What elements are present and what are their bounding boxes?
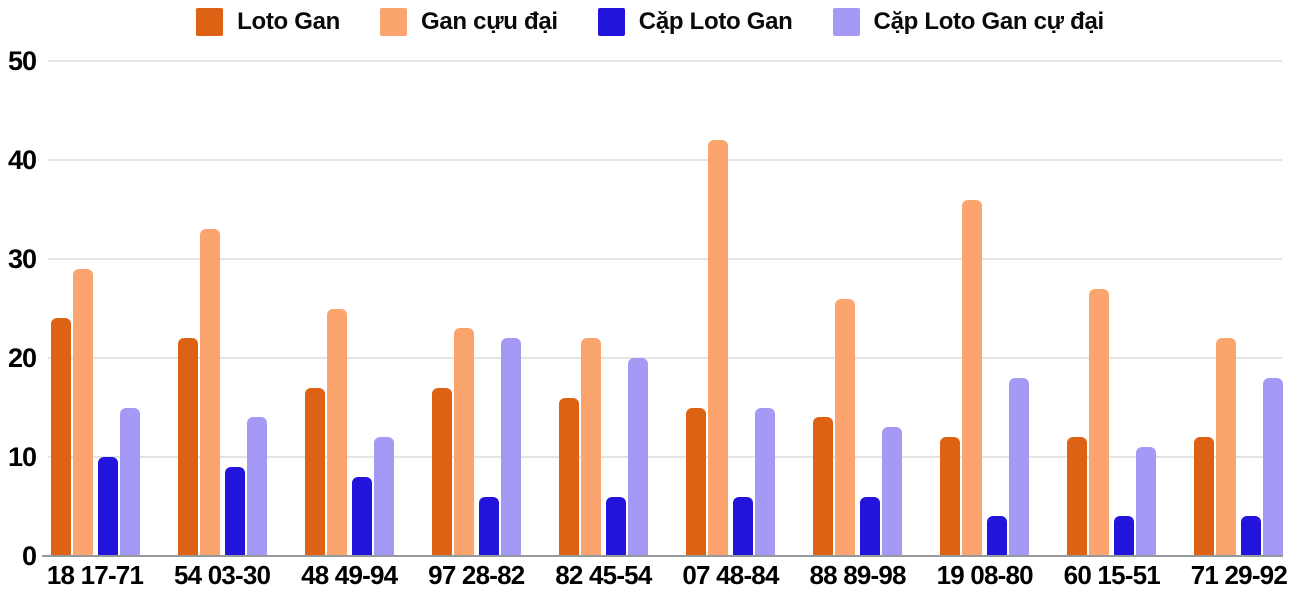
bar-loto-gan-9[interactable] <box>1067 437 1088 556</box>
x-axis-line <box>42 555 1283 557</box>
bar-cặp-loto-gan-6[interactable] <box>733 496 753 556</box>
x-axis-label-7: 88 89-98 <box>809 560 906 590</box>
bar-cặp-loto-gan-9[interactable] <box>1114 516 1135 556</box>
bar-cặp-loto-gan-cự-đại-1[interactable] <box>119 407 140 556</box>
bar-cặp-loto-gan-cự-đại-5[interactable] <box>627 358 648 556</box>
bar-loto-gan-4[interactable] <box>431 387 452 556</box>
legend-item-gan-cuu-dai[interactable]: Gan cựu đại <box>380 8 558 36</box>
legend-label-gan-cuu-dai: Gan cựu đại <box>421 8 558 35</box>
legend-swatch-cap-loto-gan-cu-dai <box>832 8 860 36</box>
x-axis-label-4: 97 28-82 <box>428 560 525 590</box>
gridline-40 <box>48 159 1282 161</box>
x-axis-label-6: 07 48-84 <box>682 560 779 590</box>
bar-cặp-loto-gan-cự-đại-7[interactable] <box>882 427 903 556</box>
bar-cặp-loto-gan-cự-đại-8[interactable] <box>1009 377 1030 556</box>
bar-gan-cựu-đại-8[interactable] <box>962 199 983 556</box>
bar-gan-cựu-đại-9[interactable] <box>1089 288 1110 556</box>
x-axis-label-10: 71 29-92 <box>1190 560 1288 590</box>
x-axis-label-2: 54 03-30 <box>173 560 271 590</box>
legend-swatch-gan-cuu-dai <box>380 8 408 36</box>
bar-cặp-loto-gan-cự-đại-6[interactable] <box>755 407 775 556</box>
bar-loto-gan-5[interactable] <box>558 397 579 556</box>
bar-gan-cựu-đại-7[interactable] <box>835 298 856 556</box>
legend-swatch-loto-gan <box>196 8 224 36</box>
bar-cặp-loto-gan-3[interactable] <box>351 476 372 556</box>
legend-item-loto-gan[interactable]: Loto Gan <box>196 8 340 36</box>
bar-loto-gan-7[interactable] <box>813 417 834 556</box>
y-axis-label-30: 30 <box>7 244 37 274</box>
gridline-30 <box>48 258 1282 260</box>
bar-cặp-loto-gan-cự-đại-2[interactable] <box>246 417 267 556</box>
legend-item-cap-loto-gan-cu-dai[interactable]: Cặp Loto Gan cự đại <box>832 8 1105 36</box>
bar-loto-gan-6[interactable] <box>686 407 706 556</box>
x-axis-label-9: 60 15-51 <box>1063 560 1161 590</box>
bar-cặp-loto-gan-8[interactable] <box>987 516 1008 556</box>
bar-gan-cựu-đại-1[interactable] <box>72 268 93 556</box>
y-axis-label-0: 0 <box>21 541 37 571</box>
bar-gan-cựu-đại-3[interactable] <box>326 308 347 556</box>
gridline-10 <box>48 456 1282 458</box>
gridline-50 <box>48 60 1282 62</box>
bar-cặp-loto-gan-cự-đại-10[interactable] <box>1263 377 1284 556</box>
bar-gan-cựu-đại-2[interactable] <box>199 229 220 556</box>
legend-swatch-cap-loto-gan <box>597 8 625 36</box>
y-axis-label-40: 40 <box>7 145 37 175</box>
x-axis-label-3: 48 49-94 <box>301 560 398 590</box>
bar-cặp-loto-gan-5[interactable] <box>605 496 626 556</box>
y-axis-label-50: 50 <box>7 46 37 76</box>
bar-gan-cựu-đại-4[interactable] <box>453 328 474 556</box>
bar-loto-gan-10[interactable] <box>1194 437 1215 556</box>
bar-cặp-loto-gan-cự-đại-3[interactable] <box>373 437 394 556</box>
x-axis-label-5: 82 45-54 <box>555 560 652 590</box>
bar-gan-cựu-đại-6[interactable] <box>708 140 728 556</box>
bar-cặp-loto-gan-7[interactable] <box>860 496 881 556</box>
legend-label-loto-gan: Loto Gan <box>237 8 341 35</box>
bar-cặp-loto-gan-4[interactable] <box>478 496 499 556</box>
bar-loto-gan-2[interactable] <box>177 338 198 556</box>
bar-loto-gan-8[interactable] <box>940 437 961 556</box>
legend-label-cap-loto-gan: Cặp Loto Gan <box>638 8 793 35</box>
bar-gan-cựu-đại-5[interactable] <box>580 338 601 556</box>
bar-cặp-loto-gan-10[interactable] <box>1241 516 1262 556</box>
bar-cặp-loto-gan-cự-đại-9[interactable] <box>1136 447 1157 556</box>
y-axis-label-20: 20 <box>7 343 37 373</box>
y-axis-label-10: 10 <box>7 442 37 472</box>
x-axis-label-1: 18 17-71 <box>46 560 144 590</box>
bar-cặp-loto-gan-cự-đại-4[interactable] <box>500 338 521 556</box>
bar-loto-gan-3[interactable] <box>304 387 325 556</box>
x-axis-label-8: 19 08-80 <box>936 560 1034 590</box>
gridline-20 <box>48 357 1282 359</box>
bar-cặp-loto-gan-1[interactable] <box>97 457 118 556</box>
bar-gan-cựu-đại-10[interactable] <box>1216 338 1237 556</box>
legend-label-cap-loto-gan-cu-dai: Cặp Loto Gan cự đại <box>873 8 1105 35</box>
chart-legend: Loto Gan Gan cựu đại Cặp Loto Gan Cặp Lo… <box>0 8 1300 36</box>
bar-cặp-loto-gan-2[interactable] <box>224 466 245 556</box>
legend-item-cap-loto-gan[interactable]: Cặp Loto Gan <box>597 8 793 36</box>
bar-loto-gan-1[interactable] <box>50 318 71 556</box>
